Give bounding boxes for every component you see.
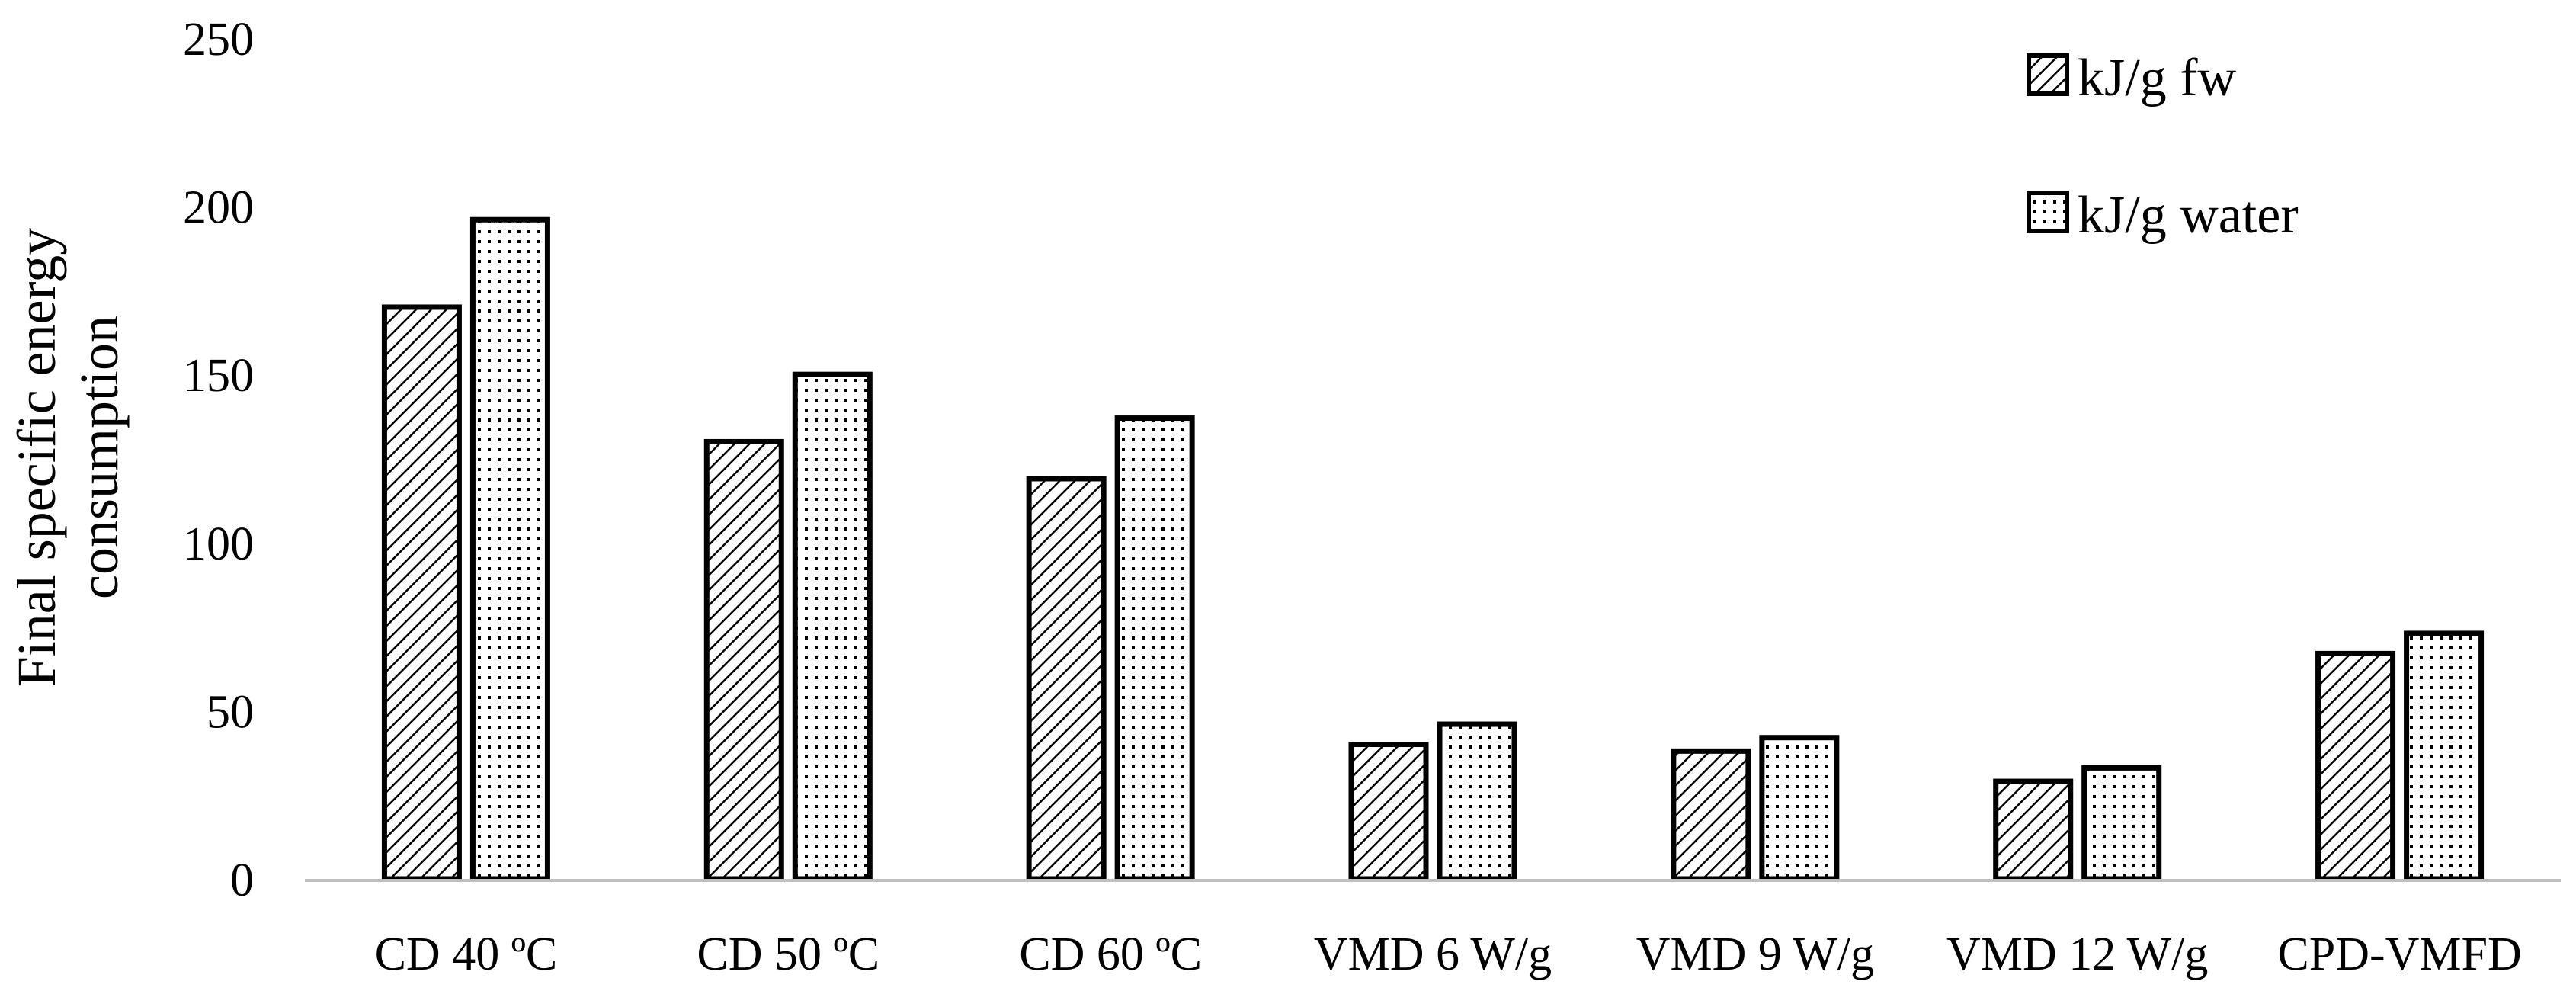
legend: kJ/g fw kJ/g water <box>2027 49 2299 245</box>
bar-fw-6 <box>1993 778 2074 882</box>
x-category-label-2: CD 50 ºC <box>697 928 879 980</box>
x-category-label-1: CD 40 ºC <box>375 928 558 980</box>
y-axis-title-line-2: consumption <box>69 316 130 599</box>
y-axis-ticks: 0 50 100 150 200 250 <box>183 14 254 906</box>
bar-water-3 <box>1114 415 1195 882</box>
x-category-label-3: CD 60 ºC <box>1019 928 1202 980</box>
bar-fw-5 <box>1671 748 1751 882</box>
x-axis-labels: CD 40 ºC CD 50 ºC CD 60 ºC VMD 6 W/g VMD 9 W… <box>375 928 2522 980</box>
y-axis-title: Final specific energy consumption <box>6 228 130 687</box>
y-axis-title-line-1: Final specific energy <box>6 228 67 687</box>
bar-water-2 <box>792 371 873 882</box>
bar-water-5 <box>1759 735 1840 882</box>
legend-label-fw: kJ/g fw <box>2078 49 2237 107</box>
y-tick-label-50: 50 <box>207 686 254 738</box>
bar-water-7 <box>2404 630 2485 882</box>
y-tick-label-200: 200 <box>183 182 254 234</box>
y-tick-label-150: 150 <box>183 350 254 402</box>
legend-label-water: kJ/g water <box>2078 186 2299 245</box>
x-category-label-4: VMD 6 W/g <box>1314 928 1552 980</box>
bar-fw-1 <box>381 304 462 882</box>
legend-swatch-water <box>2027 191 2069 233</box>
bar-fw-7 <box>2315 650 2396 882</box>
bars-group <box>381 216 2485 882</box>
y-tick-label-250: 250 <box>183 14 254 66</box>
bar-water-1 <box>469 216 550 882</box>
bar-water-4 <box>1437 721 1517 882</box>
bar-fw-3 <box>1026 476 1107 882</box>
x-category-label-7: CPD-VMFD <box>2277 928 2521 980</box>
y-tick-label-100: 100 <box>183 518 254 570</box>
legend-swatch-fw <box>2027 53 2069 96</box>
bar-fw-4 <box>1348 742 1429 882</box>
y-tick-label-0: 0 <box>230 855 254 906</box>
bar-fw-2 <box>703 438 784 882</box>
x-category-label-6: VMD 12 W/g <box>1946 928 2208 980</box>
bar-water-6 <box>2081 765 2162 882</box>
x-category-label-5: VMD 9 W/g <box>1636 928 1874 980</box>
